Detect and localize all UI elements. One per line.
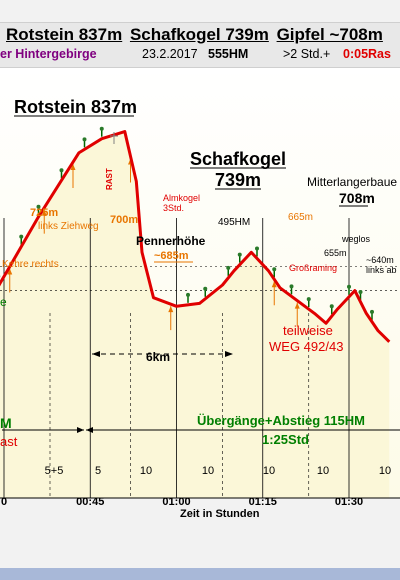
elevation-665: 665m (288, 212, 313, 223)
links-ab-label: links ab (366, 265, 397, 275)
segment-minutes: 10 (140, 465, 152, 477)
mitterlanger-label: Mitterlangerbaue (307, 175, 397, 189)
rast-vertical: RAST (105, 168, 114, 190)
tree-icon (203, 286, 208, 297)
weg-label: WEG 492/43 (269, 339, 343, 354)
x-tick-label: 01:30 (335, 496, 363, 508)
chart-header: Rotstein 837m Schafkogel 739m Gipfel ~70… (0, 22, 400, 68)
tree-icon (237, 252, 242, 263)
links-ziehweg: links Ziehweg (38, 221, 99, 232)
subtitle-date: 23.2.2017 (142, 47, 198, 61)
tree-icon (272, 267, 277, 278)
summit-cross (110, 132, 118, 144)
tree-icon (255, 246, 259, 257)
left-arrow (2, 427, 84, 433)
elevation-profile-line (0, 130, 391, 343)
tree-icon (19, 234, 24, 245)
tree-icon (347, 284, 351, 295)
x-axis-label: Zeit in Stunden (180, 508, 260, 520)
bottom-band (0, 568, 400, 580)
weglos-label: weglos (341, 234, 371, 244)
up-arrow-icon (271, 281, 277, 306)
subtitle-rest: 0:05Ras (343, 47, 391, 61)
segment-minutes: 5+5 (45, 465, 64, 477)
elevation-700: 700m (110, 214, 138, 226)
uebergaenge-label: Übergänge+Abstieg 115HM (197, 413, 365, 428)
segment-minutes: 5 (95, 465, 101, 477)
teilweise-label: teilweise (283, 323, 333, 338)
elevation-640: ~640m (366, 255, 394, 265)
tree-icon (82, 137, 87, 148)
segment-minutes: 10 (379, 465, 391, 477)
tree-icon (99, 126, 104, 137)
left-e-label: e (0, 295, 7, 309)
tree-icon (306, 297, 311, 308)
elevation-area (0, 131, 390, 498)
pennerhoehe-label: Pennerhöhe (136, 234, 206, 248)
title-row: Rotstein 837m Schafkogel 739m Gipfel ~70… (6, 25, 400, 45)
title-rotstein: Rotstein 837m (6, 25, 123, 44)
tree-icon (186, 292, 190, 303)
x-tick-label: 01:15 (249, 496, 277, 508)
segment-minutes: 10 (202, 465, 214, 477)
subtitle-region: er Hintergebirge (0, 47, 97, 61)
subtitle-time: >2 Std.+ (283, 47, 331, 61)
up-arrow-icon (70, 164, 76, 189)
up-arrow-icon (294, 302, 300, 327)
up-arrow-icon (168, 306, 174, 331)
tree-icon (370, 309, 374, 320)
title-gipfel: Gipfel ~708m (276, 25, 383, 44)
segment-minutes: 10 (263, 465, 275, 477)
tree-icon (226, 265, 231, 276)
x-tick-label: 00:45 (76, 496, 104, 508)
x-tick-label: 01:00 (162, 496, 190, 508)
distance-label: 6km (146, 350, 170, 364)
schafkogel-label: Schafkogel (190, 149, 286, 169)
distance-arrow (92, 351, 233, 357)
grossraming-label: Großraming (289, 263, 337, 273)
elevation-495: 495HM (218, 217, 250, 228)
almkogel-label: Almkogel (163, 193, 200, 203)
tree-markers (0, 126, 374, 320)
title-schafkogel: Schafkogel 739m (129, 25, 269, 44)
right-arrow (86, 427, 400, 433)
left-rast-label: ast (0, 434, 18, 449)
segment-minutes: 10 (317, 465, 329, 477)
up-arrow-icon (41, 209, 47, 234)
rotstein-label: Rotstein 837m (14, 97, 137, 117)
tree-icon (59, 168, 64, 179)
x-axis: 0 00:45 01:00 01:15 01:30 (0, 496, 400, 508)
gridlines (0, 218, 400, 498)
left-m-label: M (0, 415, 12, 431)
duration-label: 1:25Std (262, 432, 309, 447)
tree-icon (329, 304, 334, 315)
mitterlanger-elevation: 708m (339, 190, 375, 206)
tree-icon (289, 284, 294, 295)
x-tick-label: 0 (1, 496, 7, 508)
tree-icon (36, 204, 41, 215)
schafkogel-elevation: 739m (215, 170, 261, 190)
up-arrow-icon (7, 268, 13, 293)
elevation-725: 725m (30, 207, 58, 219)
elevation-chart: 0 00:45 01:00 01:15 01:30 5+5 5 10 10 10 10 10 Rot… (0, 68, 400, 520)
almkogel-time: 3Std. (163, 203, 184, 213)
uphill-arrows (7, 158, 300, 331)
kehre-rechts: Kehre rechts (2, 259, 59, 270)
segment-labels: 5+5 5 10 10 10 10 10 (45, 465, 391, 477)
pennerhoehe-elevation: ~685m (154, 250, 189, 262)
subtitle-hm: 555HM (208, 47, 249, 61)
elevation-655: 655m (324, 248, 347, 258)
